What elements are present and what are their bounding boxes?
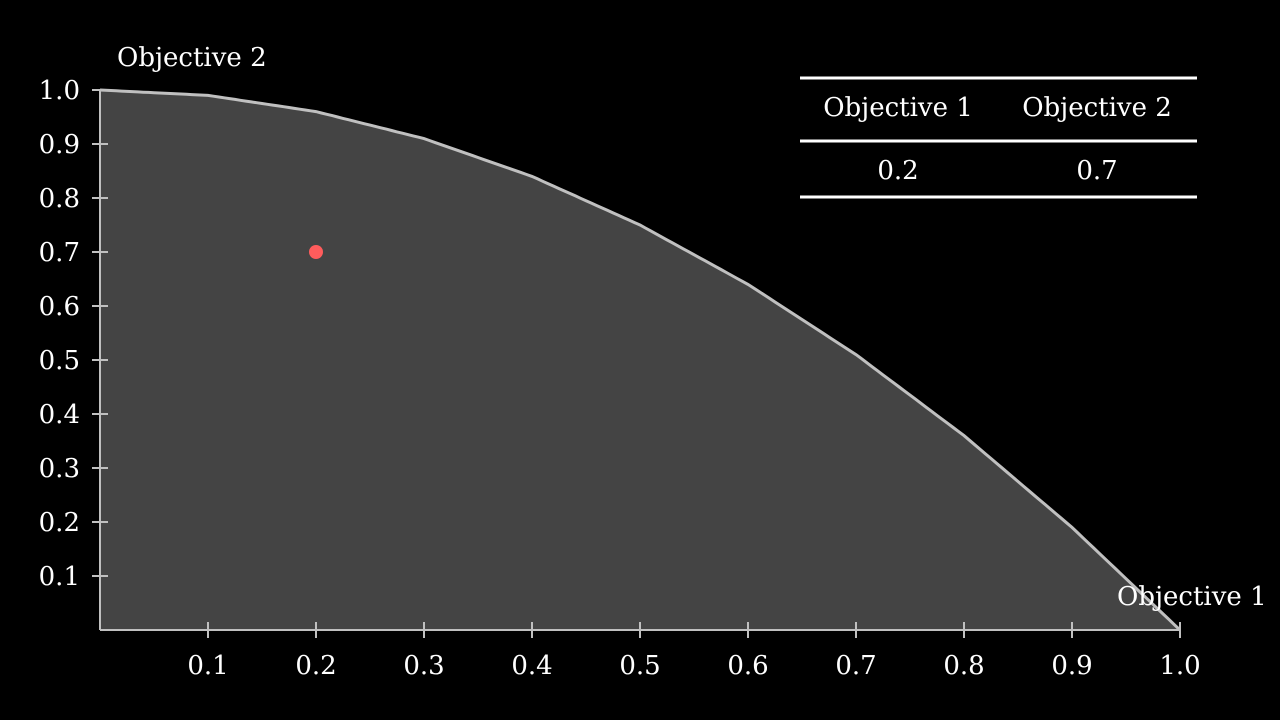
x-tick-label: 0.2 — [295, 651, 336, 681]
selected-point — [309, 245, 323, 259]
y-tick-label: 0.7 — [39, 238, 80, 268]
y-tick-label: 0.4 — [39, 400, 80, 430]
x-tick-label: 0.7 — [835, 651, 876, 681]
y-axis-title: Objective 2 — [117, 43, 267, 73]
y-ticks: 0.1 0.2 0.3 0.4 0.5 0.6 0.7 0.8 0.9 1.0 — [39, 76, 108, 592]
table-cell-objective-1: 0.2 — [877, 156, 918, 186]
x-tick-label: 0.9 — [1051, 651, 1092, 681]
x-tick-label: 0.8 — [943, 651, 984, 681]
feasible-region — [100, 90, 1180, 630]
y-tick-label: 0.9 — [39, 130, 80, 160]
table-header-objective-2: Objective 2 — [1022, 93, 1172, 123]
table-header-objective-1: Objective 1 — [823, 93, 973, 123]
x-tick-label: 1.0 — [1159, 651, 1200, 681]
x-tick-label: 0.5 — [619, 651, 660, 681]
pareto-frontier-curve — [99, 88, 1182, 632]
x-axis-title: Objective 1 — [1117, 582, 1267, 612]
y-tick-label: 1.0 — [39, 76, 80, 106]
x-tick-label: 0.4 — [511, 651, 552, 681]
y-tick-label: 0.1 — [39, 562, 80, 592]
y-tick-label: 0.6 — [39, 292, 80, 322]
y-tick-label: 0.8 — [39, 184, 80, 214]
x-ticks: 0.1 0.2 0.3 0.4 0.5 0.6 0.7 0.8 0.9 1.0 — [187, 622, 1201, 681]
y-tick-label: 0.3 — [39, 454, 80, 484]
x-tick-label: 0.6 — [727, 651, 768, 681]
y-tick-label: 0.2 — [39, 508, 80, 538]
value-table: Objective 1 Objective 2 0.2 0.7 — [800, 76, 1197, 199]
y-tick-label: 0.5 — [39, 346, 80, 376]
x-tick-label: 0.1 — [187, 651, 228, 681]
table-cell-objective-2: 0.7 — [1076, 156, 1117, 186]
x-tick-label: 0.3 — [403, 651, 444, 681]
